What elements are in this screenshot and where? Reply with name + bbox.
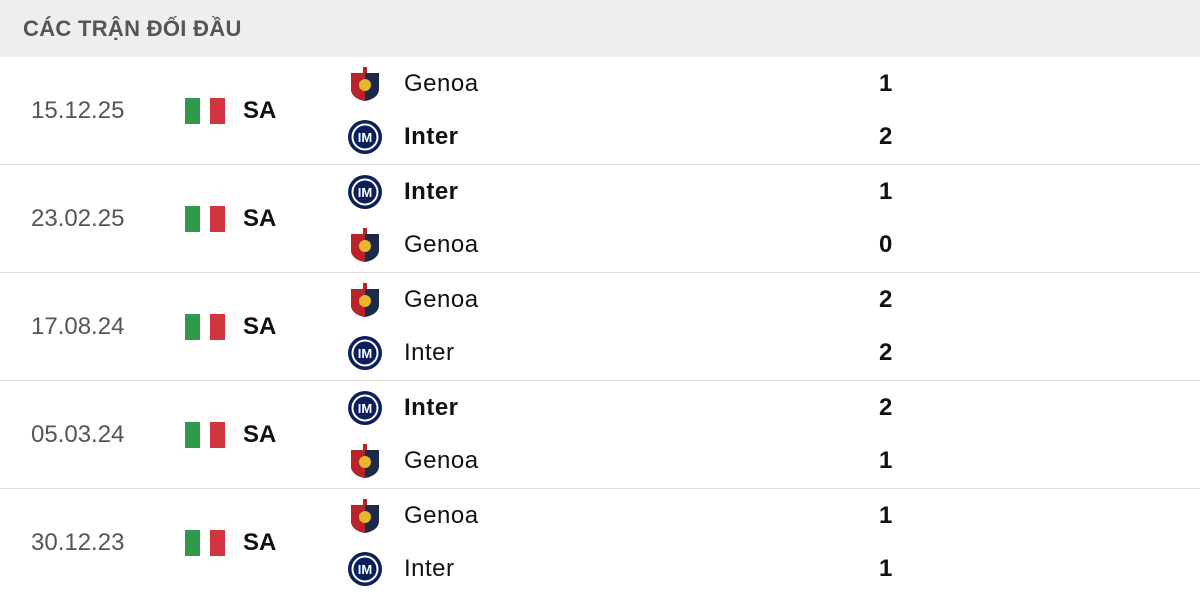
team-score: 1 bbox=[879, 178, 893, 205]
match-date: 15.12.25 bbox=[31, 97, 125, 124]
match-date: 05.03.24 bbox=[31, 421, 125, 448]
team-name: Inter bbox=[404, 339, 455, 366]
team-score: 1 bbox=[879, 555, 893, 582]
team-score: 2 bbox=[879, 286, 893, 313]
competition-label: SA bbox=[243, 529, 277, 556]
team-score: 1 bbox=[879, 70, 893, 97]
match-list: 15.12.25 SA Genoa 1 IM Inter 2 23.02.25 S… bbox=[0, 57, 1200, 597]
svg-text:IM: IM bbox=[358, 401, 372, 416]
genoa-crest-icon bbox=[347, 443, 383, 479]
competition-label: SA bbox=[243, 313, 277, 340]
competition-label: SA bbox=[243, 205, 277, 232]
italy-flag-icon bbox=[185, 422, 225, 448]
inter-crest-icon: IM bbox=[347, 119, 383, 155]
inter-crest-icon: IM bbox=[347, 174, 383, 210]
team-name: Genoa bbox=[404, 70, 479, 97]
team-score: 1 bbox=[879, 502, 893, 529]
team-line: IM Inter 2 bbox=[347, 110, 907, 164]
match-row[interactable]: 05.03.24 SA IM Inter 2 Genoa 1 bbox=[0, 381, 1200, 489]
genoa-crest-icon bbox=[347, 227, 383, 263]
team-line: IM Inter 2 bbox=[347, 326, 907, 380]
genoa-crest-icon bbox=[347, 282, 383, 318]
section-title: CÁC TRẬN ĐỐI ĐẦU bbox=[23, 15, 242, 41]
match-row[interactable]: 30.12.23 SA Genoa 1 IM Inter 1 bbox=[0, 489, 1200, 597]
inter-crest-icon: IM bbox=[347, 335, 383, 371]
team-name: Inter bbox=[404, 123, 459, 150]
team-name: Genoa bbox=[404, 447, 479, 474]
team-line: IM Inter 1 bbox=[347, 165, 907, 219]
team-score: 2 bbox=[879, 123, 893, 150]
team-line: Genoa 2 bbox=[347, 273, 907, 327]
svg-text:IM: IM bbox=[358, 130, 372, 145]
competition-label: SA bbox=[243, 421, 277, 448]
italy-flag-icon bbox=[185, 98, 225, 124]
team-name: Inter bbox=[404, 555, 455, 582]
team-score: 1 bbox=[879, 447, 893, 474]
svg-text:IM: IM bbox=[358, 185, 372, 200]
team-line: IM Inter 2 bbox=[347, 381, 907, 435]
inter-crest-icon: IM bbox=[347, 551, 383, 587]
match-date: 23.02.25 bbox=[31, 205, 125, 232]
match-row[interactable]: 17.08.24 SA Genoa 2 IM Inter 2 bbox=[0, 273, 1200, 381]
italy-flag-icon bbox=[185, 314, 225, 340]
team-score: 0 bbox=[879, 231, 893, 258]
svg-text:IM: IM bbox=[358, 562, 372, 577]
team-name: Inter bbox=[404, 178, 459, 205]
section-header: CÁC TRẬN ĐỐI ĐẦU bbox=[0, 0, 1200, 57]
genoa-crest-icon bbox=[347, 66, 383, 102]
team-line: Genoa 1 bbox=[347, 57, 907, 111]
match-row[interactable]: 15.12.25 SA Genoa 1 IM Inter 2 bbox=[0, 57, 1200, 165]
team-score: 2 bbox=[879, 339, 893, 366]
match-row[interactable]: 23.02.25 SA IM Inter 1 Genoa 0 bbox=[0, 165, 1200, 273]
competition-label: SA bbox=[243, 97, 277, 124]
team-line: IM Inter 1 bbox=[347, 542, 907, 596]
team-line: Genoa 0 bbox=[347, 218, 907, 272]
svg-text:IM: IM bbox=[358, 346, 372, 361]
team-score: 2 bbox=[879, 394, 893, 421]
match-date: 17.08.24 bbox=[31, 313, 125, 340]
team-name: Genoa bbox=[404, 286, 479, 313]
inter-crest-icon: IM bbox=[347, 390, 383, 426]
team-line: Genoa 1 bbox=[347, 434, 907, 488]
team-name: Inter bbox=[404, 394, 459, 421]
team-name: Genoa bbox=[404, 231, 479, 258]
genoa-crest-icon bbox=[347, 498, 383, 534]
italy-flag-icon bbox=[185, 206, 225, 232]
match-date: 30.12.23 bbox=[31, 529, 125, 556]
italy-flag-icon bbox=[185, 530, 225, 556]
team-name: Genoa bbox=[404, 502, 479, 529]
team-line: Genoa 1 bbox=[347, 489, 907, 543]
